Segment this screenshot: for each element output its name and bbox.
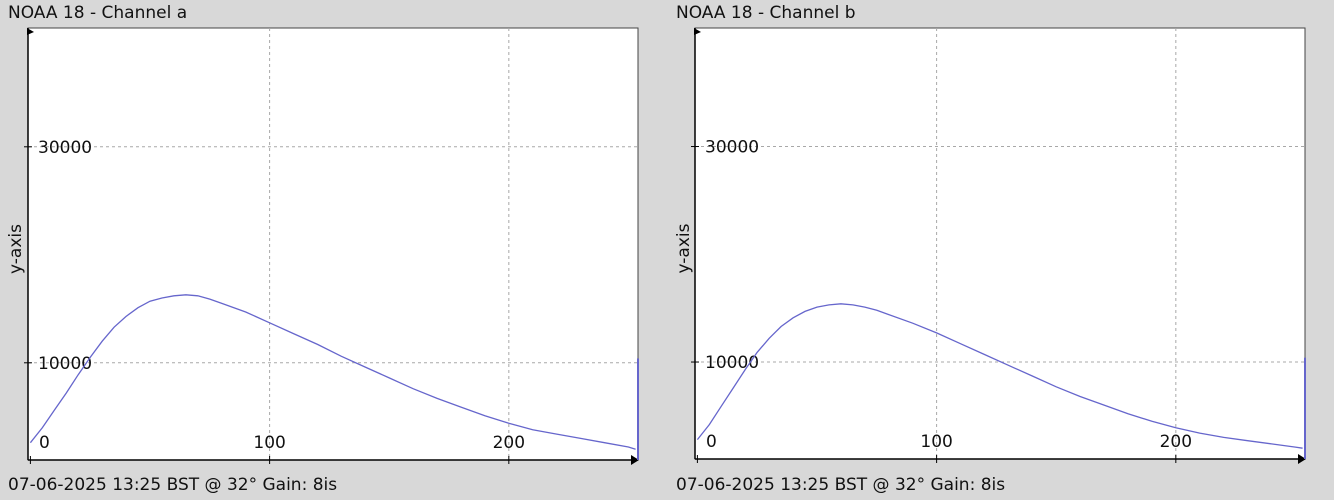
- y-tick-label: 30000: [38, 138, 92, 158]
- x-tick-label: 100: [920, 432, 952, 452]
- x-tick-label: 0: [39, 433, 50, 453]
- x-axis-arrow: [631, 455, 639, 465]
- chart-caption: 07-06-2025 13:25 BST @ 32° Gain: 8is: [676, 475, 1006, 495]
- chart-svg: 0 100 200 10000 30000 y-axis: [674, 27, 1306, 464]
- x-tick-label: 200: [1160, 432, 1192, 452]
- y-axis-arrow: [27, 28, 34, 35]
- chart-title: NOAA 18 - Channel b: [676, 3, 856, 23]
- y-tick-label: 10000: [705, 353, 759, 373]
- x-axis-arrow: [1298, 454, 1306, 464]
- y-tick-label: 30000: [705, 138, 759, 158]
- y-axis-arrow: [694, 28, 701, 35]
- chart-svg: 0 100 200 10000 30000 y-axis: [6, 27, 639, 465]
- series-line: [29, 294, 636, 450]
- x-tick-label: 100: [253, 433, 285, 453]
- y-axis-label: y-axis: [674, 223, 694, 273]
- chart-caption: 07-06-2025 13:25 BST @ 32° Gain: 8is: [8, 475, 338, 495]
- plot-area: [694, 27, 1306, 460]
- y-tick-label: 10000: [38, 354, 92, 374]
- x-tick-label: 200: [493, 433, 525, 453]
- chart-panel-a: NOAA 18 - Channel a 0 100 200 10000 30000 y-a…: [0, 0, 650, 500]
- y-axis-label: y-axis: [6, 224, 26, 274]
- chart-panel-b: NOAA 18 - Channel b 0 100 200 10000 30000 y-a…: [668, 0, 1318, 500]
- x-tick-label: 0: [706, 432, 717, 452]
- chart-title: NOAA 18 - Channel a: [8, 3, 188, 23]
- plot-area: [27, 27, 639, 461]
- series-line: [696, 303, 1303, 449]
